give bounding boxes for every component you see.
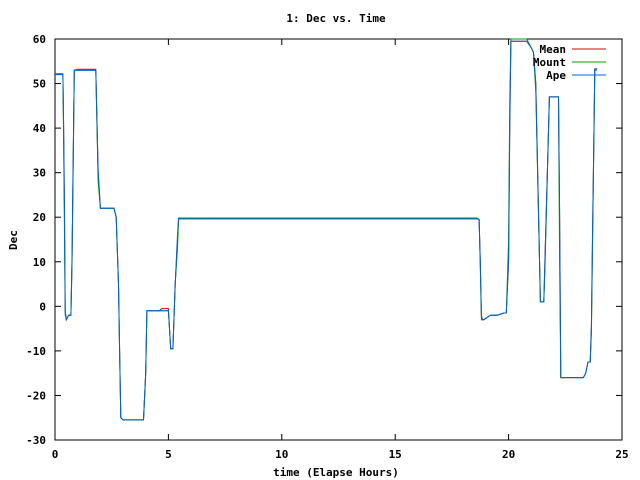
plot-frame: [54, 38, 623, 441]
y-tick-label: -10: [26, 345, 46, 358]
x-axis-label: time (Elapse Hours): [273, 466, 399, 479]
x-tick-label: 0: [52, 448, 59, 461]
x-tick-label: 15: [389, 448, 402, 461]
series-line-ape: [55, 40, 598, 421]
x-tick-label: 10: [275, 448, 288, 461]
axis-ticks: 0 5 10 15 20 25 -30 -20 -10 0 10 20 30 40 50 60: [26, 33, 629, 461]
legend-label-mean: Mean: [540, 43, 567, 56]
y-tick-label: 60: [33, 33, 46, 46]
y-axis-label: Dec: [7, 230, 20, 250]
x-tick-label: 5: [165, 448, 172, 461]
chart-title: 1: Dec vs. Time: [286, 12, 386, 25]
y-tick-label: -20: [26, 389, 46, 402]
series-line-mount: [55, 38, 598, 421]
y-tick-label: 10: [33, 256, 46, 269]
x-tick-label: 25: [615, 448, 628, 461]
x-tick-label: 20: [502, 448, 515, 461]
series-line-mean: [55, 40, 598, 421]
series-lines: [55, 38, 598, 421]
y-tick-label: 30: [33, 167, 46, 180]
y-tick-label: 40: [33, 122, 46, 135]
y-tick-label: 0: [39, 300, 46, 313]
y-tick-label: -30: [26, 434, 46, 447]
y-tick-label: 50: [33, 78, 46, 91]
y-tick-label: 20: [33, 211, 46, 224]
legend-label-ape: Ape: [546, 69, 566, 82]
legend-label-mount: Mount: [533, 56, 566, 69]
